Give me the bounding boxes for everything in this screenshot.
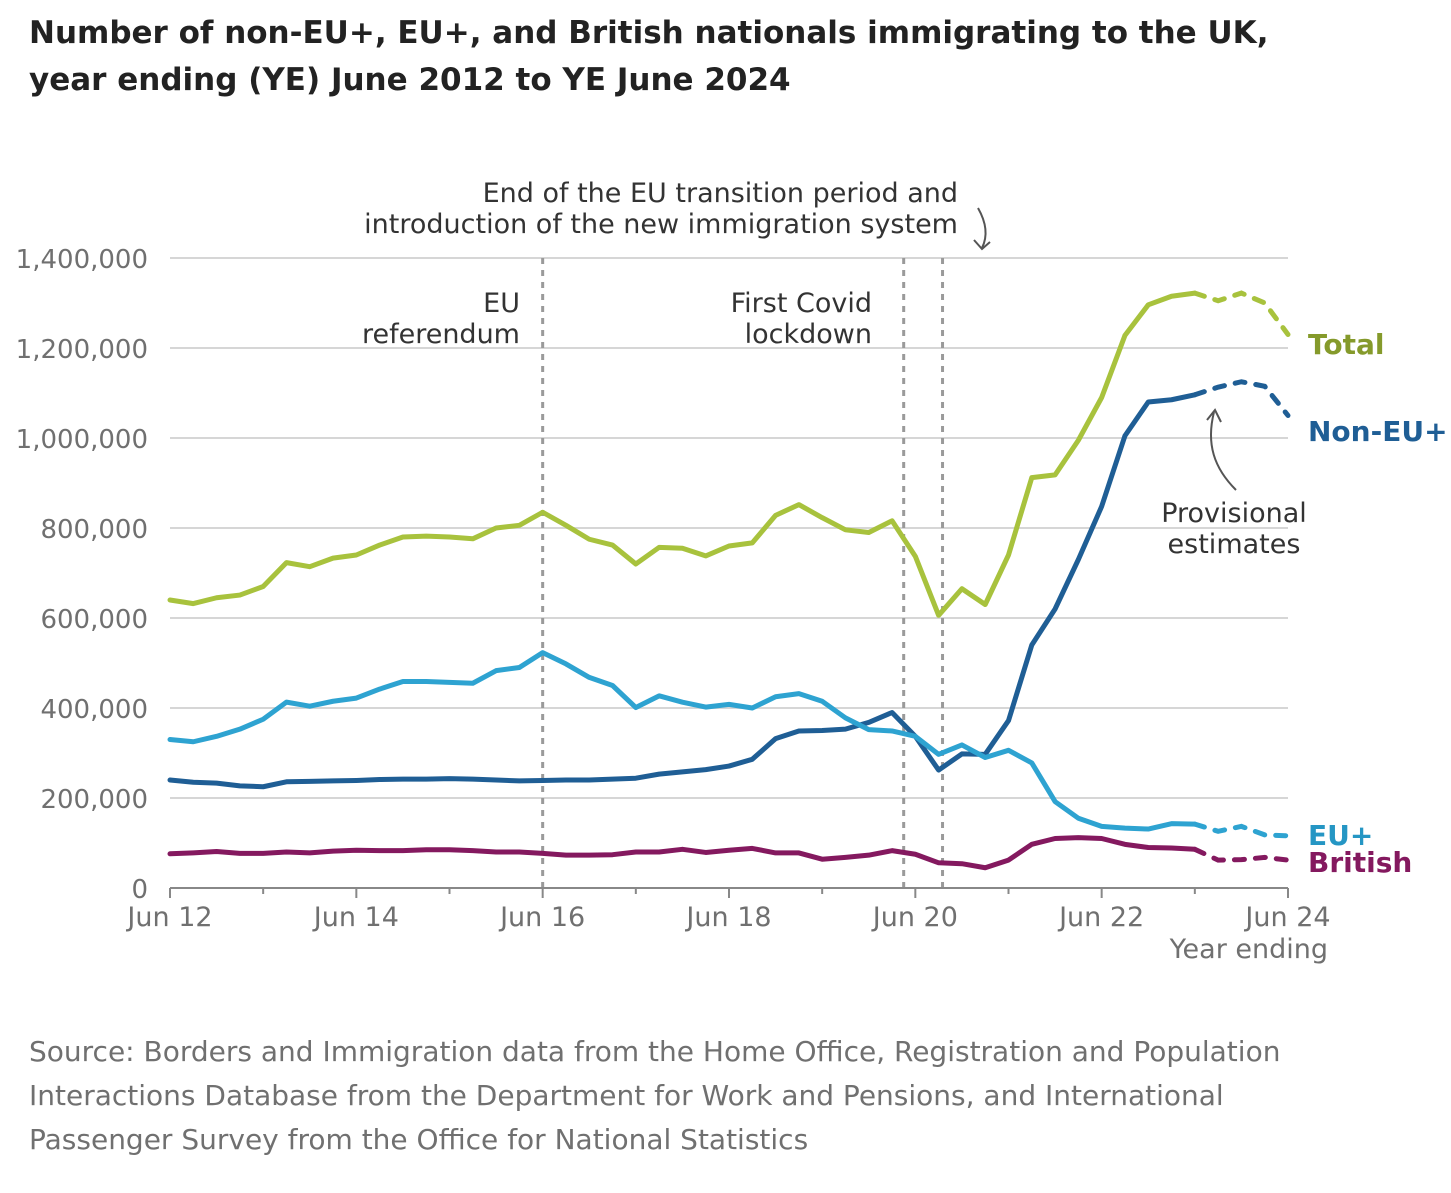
y-axis-tick-labels: 0 200,000 400,000 600,000 800,000 1,000,000 1,… <box>16 245 148 905</box>
annotation-arrow <box>977 207 987 249</box>
y-tick-label: 1,200,000 <box>16 335 148 365</box>
series-line-total <box>167 290 1198 618</box>
series-line-provisional <box>1192 379 1291 418</box>
x-tick-label: Jun 12 <box>125 902 212 933</box>
event-annotation-text: First Covid <box>731 288 872 319</box>
x-tick-label: Jun 16 <box>498 902 585 933</box>
event-reference-lines <box>541 258 945 888</box>
series-line-provisional <box>1192 821 1291 839</box>
x-axis-label: Year ending <box>1169 934 1328 965</box>
event-annotation-text: introduction of the new immigration syst… <box>364 209 958 240</box>
series-label: British <box>1308 846 1412 879</box>
provisional-note-text: estimates <box>1168 529 1301 560</box>
chart-title-line-2: year ending (YE) June 2012 to YE June 20… <box>29 62 791 98</box>
y-tick-label: 1,000,000 <box>16 425 148 455</box>
data-series <box>167 290 1291 871</box>
source-note: Source: Borders and Immigration data fro… <box>29 1030 1419 1162</box>
series-line-provisional <box>1192 290 1291 337</box>
y-tick-label: 1,400,000 <box>16 245 148 275</box>
x-tick-label: Jun 24 <box>1243 902 1330 933</box>
series-line-eu- <box>167 650 1198 832</box>
annotation-arrowhead <box>973 239 991 251</box>
y-tick-label: 600,000 <box>40 605 148 635</box>
provisional-arrow <box>1210 411 1237 491</box>
series-line-provisional <box>1192 846 1291 863</box>
y-tick-label: 400,000 <box>40 695 148 725</box>
series-label: Total <box>1308 328 1385 361</box>
series-label: EU+ <box>1308 819 1373 852</box>
y-tick-label: 200,000 <box>40 785 148 815</box>
event-annotation-text: EU <box>483 288 520 319</box>
x-tick-label: Jun 18 <box>684 902 771 933</box>
source-line-1: Source: Borders and Immigration data fro… <box>29 1035 1281 1068</box>
y-tick-label: 0 <box>131 875 148 905</box>
provisional-arrowhead <box>1206 408 1222 423</box>
event-annotation-text: lockdown <box>745 319 872 350</box>
x-axis: Jun 12 Jun 14 Jun 16 Jun 18 Jun 20 Jun 22 Jun … <box>125 887 1331 933</box>
chart-title-line-1: Number of non-EU+, EU+, and British nati… <box>29 15 1269 51</box>
x-tick-label: Jun 20 <box>871 902 958 933</box>
series-line-british <box>167 835 1198 871</box>
event-annotation-text: End of the EU transition period and <box>483 178 958 209</box>
event-annotation-text: referendum <box>362 319 520 350</box>
series-label: Non-EU+ <box>1308 415 1448 448</box>
series-labels: Total Non-EU+ EU+British <box>1308 328 1448 879</box>
y-tick-label: 800,000 <box>40 515 148 545</box>
gridlines <box>170 257 1288 799</box>
source-line-3: Passenger Survey from the Office for Nat… <box>29 1123 809 1156</box>
provisional-note-text: Provisional <box>1161 498 1307 529</box>
chart-title: Number of non-EU+, EU+, and British nati… <box>29 10 1409 104</box>
x-tick-label: Jun 14 <box>312 902 399 933</box>
line-chart: 0 200,000 400,000 600,000 800,000 1,000,000 1,… <box>16 178 1448 965</box>
x-tick-label: Jun 22 <box>1057 902 1144 933</box>
source-line-2: Interactions Database from the Departmen… <box>29 1079 1224 1112</box>
series-line-non-eu- <box>167 392 1198 790</box>
